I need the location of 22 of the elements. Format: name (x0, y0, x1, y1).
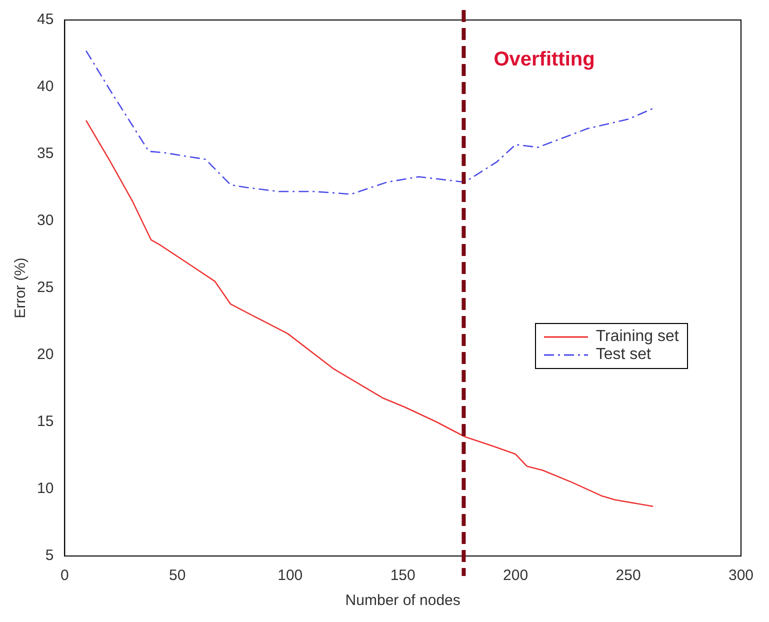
y-tick-label: 20 (36, 346, 54, 364)
x-tick-label: 200 (503, 567, 528, 584)
y-axis-title: Error (%) (12, 258, 30, 318)
x-tick-label: 0 (60, 567, 69, 584)
y-tick-label: 40 (36, 78, 54, 96)
y-tick-label: 15 (36, 413, 54, 430)
y-tick-label: 45 (36, 11, 54, 28)
x-tick-label: 100 (278, 567, 303, 584)
y-tick-label: 30 (36, 212, 54, 230)
x-axis-title: Number of nodes (345, 592, 460, 610)
x-tick-label: 150 (390, 567, 416, 584)
x-tick-label: 300 (728, 567, 754, 584)
x-tick-label: 250 (616, 567, 641, 584)
y-tick-label: 25 (36, 279, 54, 296)
y-tick-label: 10 (36, 480, 54, 498)
line-series (85, 50, 654, 195)
legend-label: Test set (596, 346, 651, 364)
legend-label: Training set (596, 328, 679, 346)
x-tick-label: 50 (169, 567, 186, 584)
ref-line-label: Overfitting (494, 48, 595, 71)
y-tick-label: 35 (36, 145, 54, 162)
y-tick-label: 5 (45, 547, 54, 564)
